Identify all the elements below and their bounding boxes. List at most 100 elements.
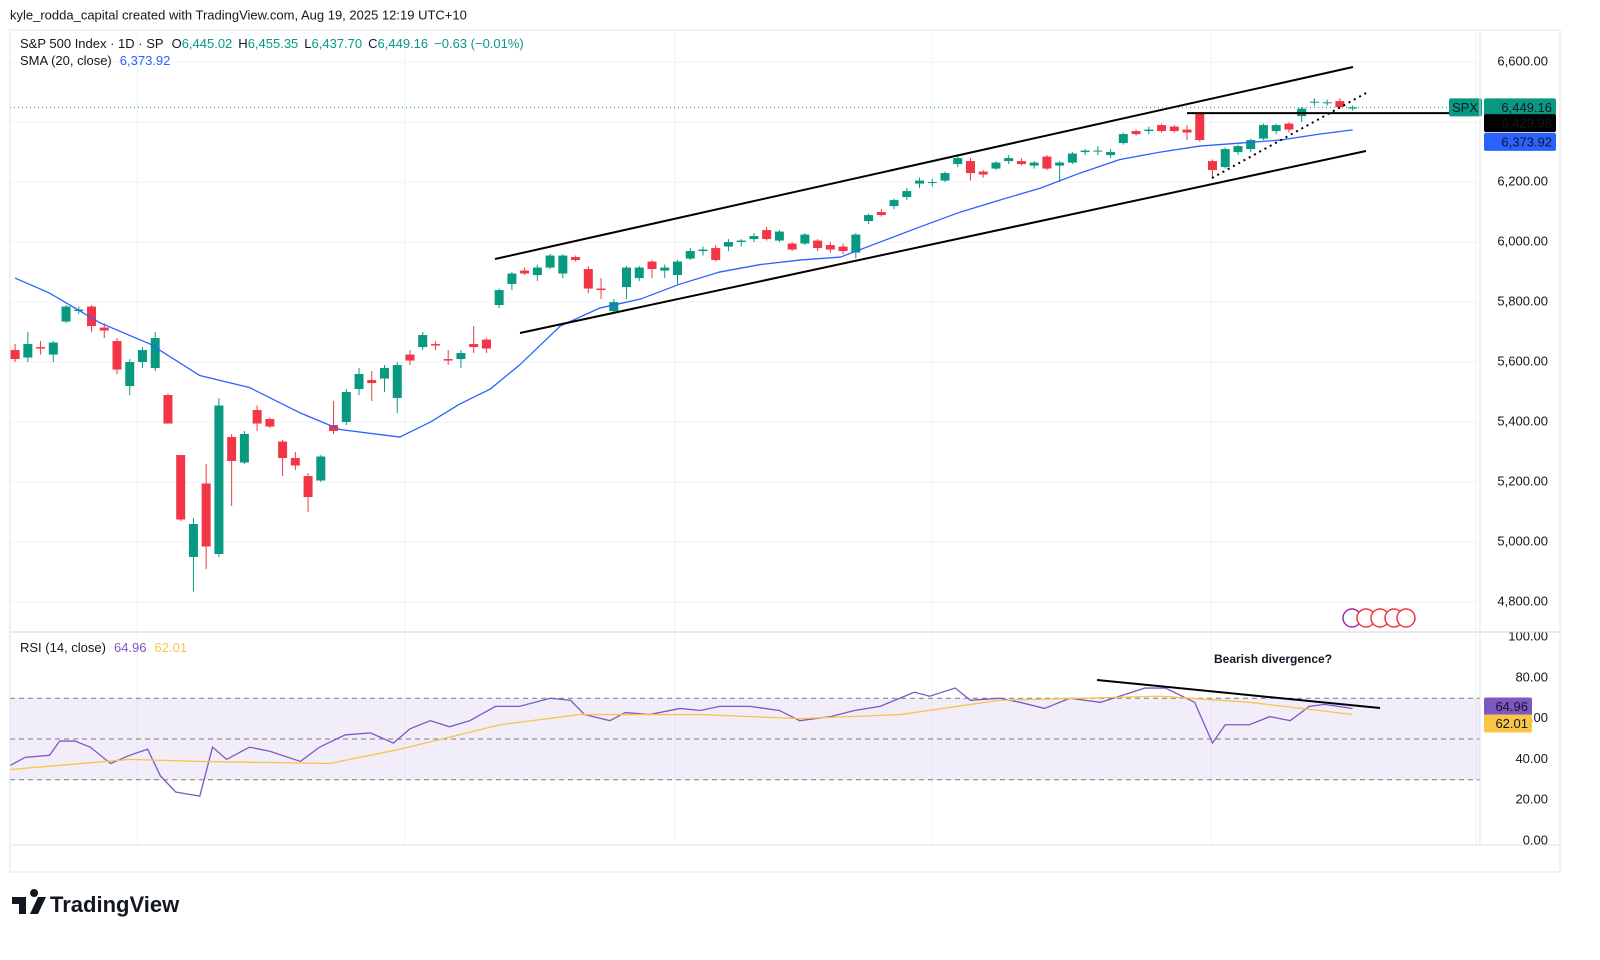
candle-body bbox=[991, 162, 1001, 169]
candle-body bbox=[698, 249, 708, 252]
candle-body bbox=[927, 182, 937, 184]
candle-body bbox=[1246, 140, 1256, 150]
candle-body bbox=[252, 410, 262, 424]
candle-body bbox=[1093, 150, 1103, 152]
candle-body bbox=[1271, 125, 1281, 132]
series-line bbox=[10, 687, 1353, 797]
candle-body bbox=[176, 455, 186, 520]
candle-body bbox=[354, 374, 364, 390]
logo: TradingView bbox=[12, 889, 180, 917]
candle-body bbox=[660, 267, 670, 271]
legend-letter: O bbox=[172, 36, 182, 51]
candle-body bbox=[1106, 152, 1116, 156]
candle-body bbox=[1258, 125, 1268, 139]
candle-body bbox=[418, 335, 428, 348]
candle-body bbox=[583, 269, 593, 289]
candle-body bbox=[201, 483, 211, 547]
header: kyle_rodda_capital created with TradingV… bbox=[10, 7, 467, 22]
candle-body bbox=[1233, 146, 1243, 153]
y-tick-label: 5,600.00 bbox=[1497, 353, 1548, 368]
candle-body bbox=[239, 434, 249, 463]
legend-change: −0.63 (−0.01%) bbox=[434, 36, 524, 51]
candle-body bbox=[1335, 101, 1345, 108]
event-icon bbox=[1396, 608, 1416, 628]
y-tick-label: 5,800.00 bbox=[1497, 293, 1548, 308]
candle-body bbox=[10, 350, 20, 360]
candle-body bbox=[1004, 158, 1014, 162]
candle-body bbox=[227, 437, 237, 462]
candle-body bbox=[1029, 162, 1039, 166]
channel-lower bbox=[519, 150, 1367, 334]
candle-body bbox=[1067, 153, 1077, 163]
drawings bbox=[494, 66, 1381, 709]
sma-label-bg bbox=[1484, 132, 1556, 151]
candle-body bbox=[392, 365, 402, 399]
candle-body bbox=[838, 246, 848, 252]
plot-area: AprMayJunJulAugSep bbox=[10, 30, 1480, 845]
candle-body bbox=[405, 354, 415, 361]
candle-body bbox=[647, 261, 657, 270]
candle-body bbox=[978, 171, 988, 175]
candle-body bbox=[1207, 161, 1217, 171]
candle-body bbox=[965, 161, 975, 174]
candle-body bbox=[1080, 150, 1090, 153]
legend-value: 64.96 bbox=[114, 640, 147, 655]
candle-body bbox=[813, 240, 823, 249]
series-value-label: 62.01 bbox=[1495, 716, 1528, 731]
candle-body bbox=[1309, 101, 1319, 103]
y-tick-label: 0.00 bbox=[1523, 832, 1548, 847]
candle-body bbox=[1055, 162, 1065, 166]
candle-body bbox=[1348, 107, 1358, 109]
y-tick-label: 6,200.00 bbox=[1497, 174, 1548, 189]
legend-value: 6,437.70 bbox=[312, 36, 363, 51]
candle-body bbox=[87, 306, 97, 327]
rsi-legend: RSI (14, close) 64.96 62.01 bbox=[20, 640, 187, 655]
candle-body bbox=[278, 441, 288, 459]
y-tick-label: 80.00 bbox=[1515, 669, 1548, 684]
candle-body bbox=[953, 158, 963, 165]
last-price-label-bg bbox=[1484, 98, 1556, 117]
candle-body bbox=[214, 405, 224, 555]
annotation: Bearish divergence? bbox=[1214, 652, 1332, 666]
candle-body bbox=[329, 425, 339, 432]
y-tick-label: 5,000.00 bbox=[1497, 533, 1548, 548]
legend-sma: SMA (20, close) 6,373.92 bbox=[20, 53, 170, 68]
candle-body bbox=[430, 344, 440, 346]
candle-body bbox=[1284, 123, 1294, 130]
candle-body bbox=[1144, 129, 1154, 132]
series-value-label-bg bbox=[1484, 714, 1532, 733]
candle-body bbox=[774, 231, 784, 241]
candle-body bbox=[1042, 156, 1052, 169]
candle-body bbox=[303, 476, 313, 498]
candle-body bbox=[1016, 161, 1026, 165]
candle-body bbox=[800, 234, 810, 244]
candle-body bbox=[711, 248, 721, 261]
legend-value: 6,445.02 bbox=[182, 36, 233, 51]
candle-body bbox=[545, 255, 555, 268]
candle-body bbox=[749, 236, 759, 240]
candle-body bbox=[634, 267, 644, 279]
candle-body bbox=[1131, 131, 1141, 135]
legend-ohlc: S&P 500 Index · 1D · SP O6,445.02 H6,455.3… bbox=[20, 36, 524, 51]
candle-body bbox=[367, 380, 377, 384]
candle-body bbox=[825, 245, 835, 250]
candle-body bbox=[571, 257, 581, 261]
rsi-divergence-line bbox=[1096, 679, 1381, 709]
candle-body bbox=[494, 290, 504, 306]
series-value-label-bg bbox=[1484, 697, 1532, 716]
candle-body bbox=[48, 342, 58, 355]
candle-body bbox=[1182, 129, 1192, 133]
y-tick-label: 5,400.00 bbox=[1497, 413, 1548, 428]
candle-body bbox=[316, 456, 326, 481]
legend-letter: H bbox=[238, 36, 247, 51]
candle-body bbox=[1220, 149, 1230, 168]
legend-value: 6,455.35 bbox=[248, 36, 299, 51]
candle-body bbox=[61, 306, 71, 322]
candle-body bbox=[532, 267, 542, 276]
candle-body bbox=[685, 251, 695, 259]
legend-value: 6,449.16 bbox=[378, 36, 429, 51]
y-tick-label: 6,600.00 bbox=[1497, 54, 1548, 69]
series-value-label: 64.96 bbox=[1495, 699, 1528, 714]
candle-body bbox=[723, 242, 733, 247]
